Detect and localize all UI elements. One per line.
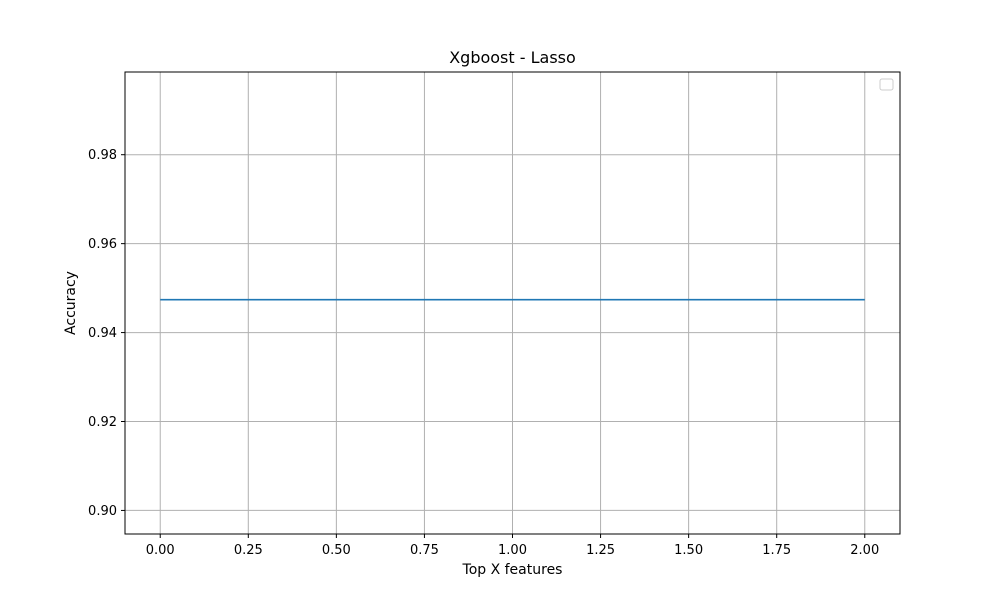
chart-title: Xgboost - Lasso	[449, 48, 576, 67]
x-tick-label: 2.00	[850, 543, 879, 558]
x-tick-label: 1.00	[498, 543, 527, 558]
x-tick-label: 0.25	[234, 543, 263, 558]
x-tick-label: 0.50	[322, 543, 351, 558]
x-axis-label: Top X features	[462, 562, 563, 578]
y-tick-label: 0.98	[88, 148, 117, 163]
y-tick-label: 0.92	[88, 415, 117, 430]
x-tick-label: 1.50	[674, 543, 703, 558]
x-tick-label: 1.75	[762, 543, 791, 558]
y-tick-label: 0.90	[88, 504, 117, 519]
y-tick-label: 0.96	[88, 237, 117, 252]
x-axis: 0.00 0.25 0.50 0.75 1.00 1.25 1.50 1.75 2.00	[146, 534, 879, 558]
y-tick-label: 0.94	[88, 326, 117, 341]
grid	[125, 72, 900, 534]
legend	[879, 78, 894, 91]
y-axis-label: Accuracy	[63, 271, 79, 335]
x-tick-label: 0.00	[146, 543, 175, 558]
x-tick-label: 0.75	[410, 543, 439, 558]
x-tick-label: 1.25	[586, 543, 615, 558]
y-axis: 0.90 0.92 0.94 0.96 0.98	[88, 148, 125, 519]
